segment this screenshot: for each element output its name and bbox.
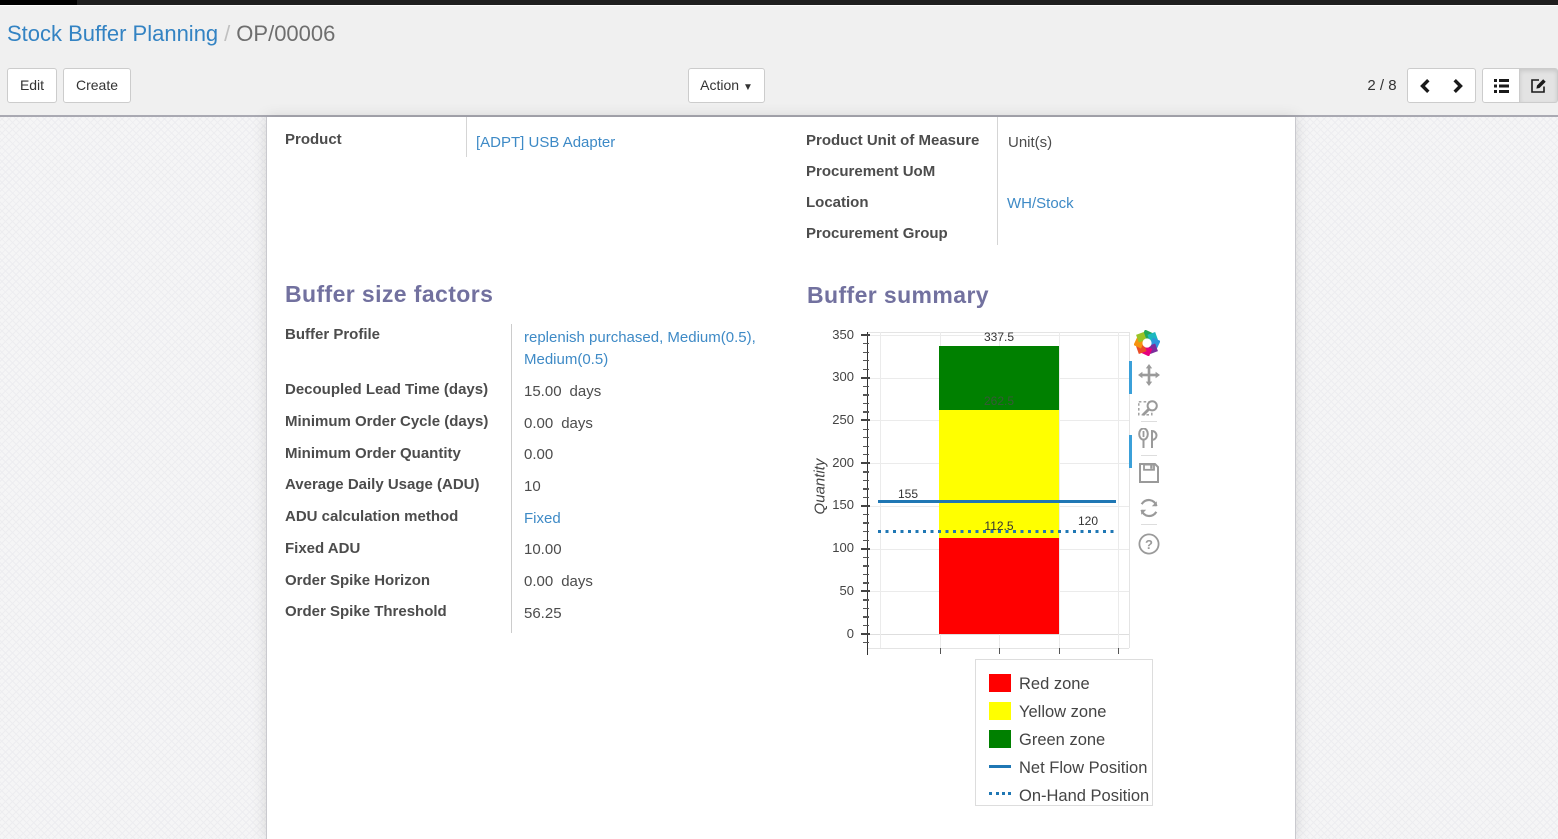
- svg-text:?: ?: [1145, 537, 1153, 552]
